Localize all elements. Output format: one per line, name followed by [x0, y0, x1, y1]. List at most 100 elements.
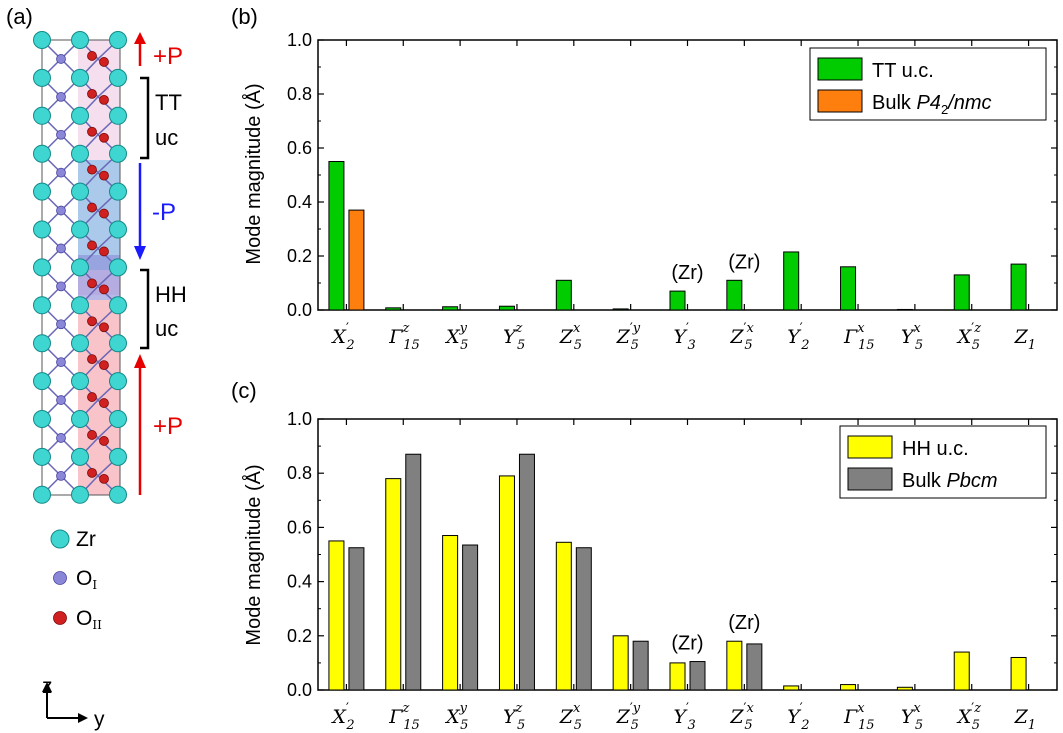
- bar-hh-u-c-: [555, 541, 572, 691]
- bar-tt-u-c-: [953, 274, 970, 311]
- bar-tt-u-c-: [385, 307, 402, 311]
- x-tick-label: Yz 5: [503, 701, 525, 733]
- bar-hh-u-c-: [442, 535, 459, 691]
- zr-atom: [71, 31, 89, 49]
- bracket-hh-line2: uc: [155, 316, 178, 341]
- legend-o1-sub: I: [92, 578, 97, 592]
- bar-hh-u-c-: [896, 686, 913, 691]
- crystal-structure: [33, 31, 127, 504]
- axis-y-label: y: [94, 708, 105, 731]
- zr-atom: [71, 410, 89, 428]
- x-tick-label: X′ 2: [330, 321, 354, 353]
- bar-tt-u-c-: [726, 279, 743, 311]
- legend-o2-icon: [53, 611, 67, 625]
- bar-tt-u-c-: [896, 308, 913, 311]
- x-tick-label: Γz 15: [388, 701, 420, 733]
- x-tick-label: Y′ 2: [787, 701, 809, 733]
- x-tick-label: Yx 5: [901, 321, 923, 353]
- annotation-zr: (Zr): [671, 633, 703, 655]
- panel-a-label: (a): [6, 4, 33, 29]
- x-tick-label: Z′x 5: [729, 701, 754, 733]
- zr-atom: [71, 106, 89, 125]
- oxygen-i-atom: [56, 433, 66, 443]
- bar-tt-u-c-: [555, 279, 572, 311]
- annotation-zr: (Zr): [728, 251, 760, 273]
- y-tick-label: 1.0: [287, 409, 312, 429]
- x-tick-label: Γx 15: [843, 321, 875, 353]
- x-tick-label: Z′y 5: [616, 321, 641, 353]
- bar-hh-u-c-: [726, 640, 743, 691]
- structure-shading-bottom: [78, 300, 120, 495]
- bar-bulk-pbcm: [689, 661, 706, 691]
- structure-shading-middle: [78, 160, 120, 270]
- y-tick-label: 1.0: [287, 30, 312, 50]
- x-tick-label: X′z 5: [956, 321, 981, 353]
- oxygen-ii-atom: [99, 170, 109, 181]
- x-tick-label: X′ 2: [330, 701, 354, 733]
- arrow-label-top: +P: [153, 43, 183, 70]
- bracket-tt-line1: TT: [155, 90, 182, 115]
- legend-b: TT u.c. Bulk P42/nmc: [809, 47, 1047, 121]
- oxygen-ii-atom: [87, 316, 97, 327]
- bar-bulk-pbcm: [348, 547, 365, 691]
- oxygen-i-atom: [56, 470, 66, 481]
- oxygen-ii-atom: [99, 436, 109, 446]
- bar-tt-u-c-: [1010, 263, 1027, 311]
- y-tick-label: 0.8: [287, 463, 312, 483]
- oxygen-i-atom: [56, 205, 66, 216]
- bar-tt-u-c-: [612, 308, 629, 311]
- x-tick-label: Y′ 3: [674, 321, 696, 353]
- zr-atom: [71, 68, 89, 87]
- x-tick-label: Yz 5: [503, 321, 525, 353]
- z-arrow-icon: [42, 682, 52, 692]
- y-tick-label: 0.6: [287, 138, 312, 158]
- oxygen-i-atom: [56, 357, 66, 368]
- polarization-arrow-bottom: +P: [134, 354, 183, 495]
- panel-c-ylabel: Mode magnitude (Å): [242, 464, 265, 645]
- legend-b-swatch-0: [817, 57, 863, 81]
- oxygen-ii-atom: [87, 354, 97, 365]
- panel-c-label: (c): [231, 378, 257, 403]
- x-tick-label: Γz 15: [388, 321, 420, 353]
- zr-atom: [33, 106, 51, 125]
- x-tick-label: Γx 15: [843, 701, 875, 733]
- oxygen-ii-atom: [99, 473, 109, 484]
- zr-atom: [71, 372, 89, 391]
- legend-c-label-0: HH u.c.: [902, 438, 969, 460]
- y-tick-label: 0.8: [287, 84, 312, 104]
- y-arrow-icon: [78, 713, 88, 723]
- zr-atom: [71, 182, 89, 201]
- oxygen-ii-atom: [87, 202, 97, 213]
- oxygen-ii-atom: [99, 208, 109, 219]
- zr-atom: [71, 258, 89, 277]
- bar-bulk-pbcm: [575, 547, 592, 691]
- legend-o1-icon: [53, 571, 67, 585]
- bar-tt-u-c-: [669, 290, 686, 311]
- axes-indicator: z y: [42, 675, 105, 731]
- oxygen-i-atom: [56, 91, 66, 102]
- chart-c: 0.0 0.2 0.4 0.6 0.8 1.0 X′ 2 Γz 15 Xy 5 Yz 5 Zx 5 Z′y 5 Y′…: [287, 409, 1058, 733]
- oxygen-ii-atom: [99, 94, 109, 105]
- zr-atom: [109, 144, 127, 163]
- legend-c: HH u.c. Bulk Pbcm: [839, 425, 1047, 499]
- bar-hh-u-c-: [669, 662, 686, 691]
- bar-tt-u-c-: [442, 306, 459, 311]
- bar-bulk-pbcm: [632, 640, 649, 691]
- oxygen-ii-atom: [87, 278, 97, 289]
- legend-zr-label: Zr: [76, 528, 96, 551]
- x-tick-label: Y′ 2: [787, 321, 809, 353]
- legend-o1-label: O: [76, 567, 92, 590]
- oxygen-ii-atom: [99, 360, 109, 371]
- zr-atom: [109, 447, 127, 466]
- oxygen-ii-atom: [87, 126, 97, 137]
- bar-hh-u-c-: [498, 475, 515, 691]
- bar-hh-u-c-: [783, 685, 800, 691]
- zr-atom: [33, 410, 51, 428]
- y-tick-label: 0.2: [287, 246, 312, 266]
- oxygen-i-atom: [56, 167, 66, 178]
- oxygen-ii-atom: [87, 88, 97, 99]
- x-tick-label: Yx 5: [901, 701, 923, 733]
- y-tick-label: 0.0: [287, 300, 312, 320]
- zr-atom: [71, 447, 89, 466]
